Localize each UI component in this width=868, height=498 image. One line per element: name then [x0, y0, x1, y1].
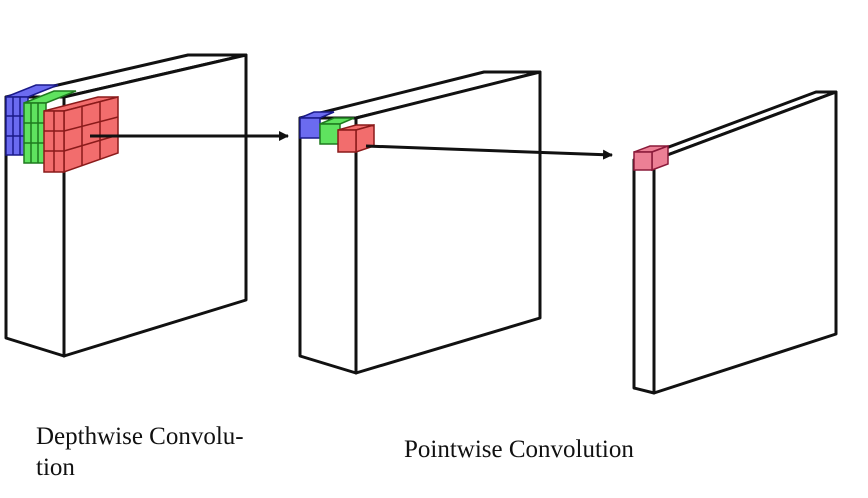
intermediate-block-front-face	[298, 116, 358, 375]
pointwise-caption: Pointwise Convolution	[404, 436, 634, 463]
green-channel-front	[23, 102, 47, 164]
output-block-front-face	[632, 158, 656, 395]
pointwise-output-cell	[633, 144, 669, 172]
depthwise-caption-line-2: tion	[36, 454, 75, 481]
depthwise-caption-line-1: Depthwise Convolu-	[36, 423, 244, 450]
depthwise-caption: Depthwise Convolu- tion	[36, 421, 244, 483]
pointwise-output-block	[632, 90, 838, 395]
kernel-channel-green	[23, 90, 77, 164]
kernel-channel-blue	[5, 84, 59, 156]
output-cell-red	[337, 124, 375, 154]
output-cell-green	[319, 117, 355, 145]
convolution-diagram	[4, 53, 838, 395]
pointwise-arrow	[365, 144, 613, 160]
output-block-right-face	[652, 90, 838, 395]
intermediate-block-right-face	[354, 70, 542, 375]
intermediate-feature-block	[298, 70, 542, 375]
